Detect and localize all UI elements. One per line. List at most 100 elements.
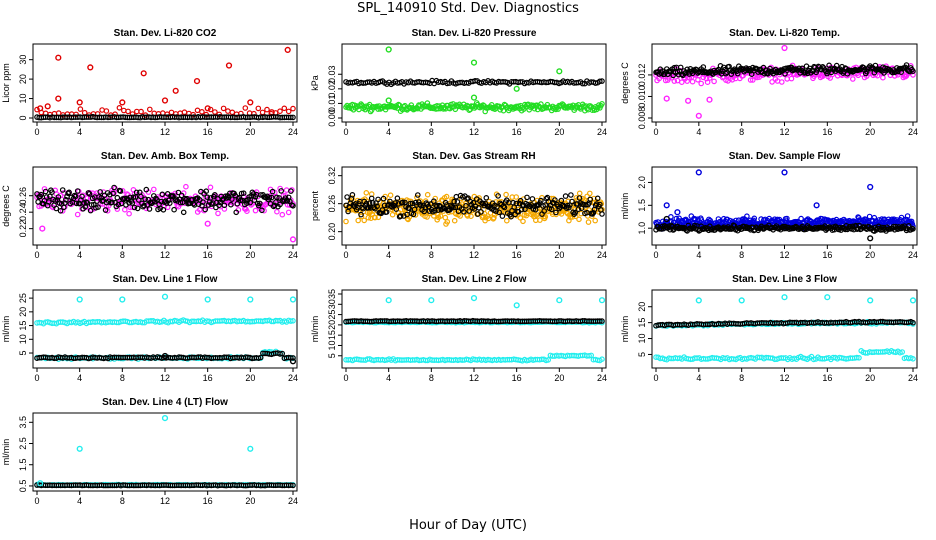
data-point <box>131 204 138 211</box>
x-tick-label: 24 <box>288 496 298 506</box>
data-point <box>251 197 258 203</box>
x-tick-label: 24 <box>908 373 918 383</box>
data-point <box>87 207 94 214</box>
data-point <box>385 97 392 104</box>
data-point <box>470 295 478 302</box>
data-point <box>450 204 456 211</box>
data-point <box>236 194 243 201</box>
data-point <box>460 209 467 215</box>
plot-frame <box>651 166 918 246</box>
panel-5: Stan. Dev. Sample Flow ml/min 0 4 8 12 16 20 24 1… <box>620 151 918 260</box>
data-point <box>437 213 444 219</box>
data-point <box>207 195 214 201</box>
data-point <box>463 203 469 209</box>
series-cyan <box>37 415 254 487</box>
series-cyan <box>653 347 916 363</box>
data-point <box>256 200 263 207</box>
data-point <box>74 188 81 194</box>
data-point <box>442 214 449 221</box>
data-point <box>242 105 249 111</box>
panel-title: Stan. Dev. Line 2 Flow <box>422 274 527 285</box>
x-tick-label: 8 <box>120 250 125 260</box>
data-point <box>205 202 212 208</box>
data-point <box>119 296 126 303</box>
data-point <box>784 215 790 222</box>
data-point <box>119 99 126 106</box>
data-point <box>116 105 123 111</box>
data-point <box>138 193 144 200</box>
data-point <box>537 217 543 223</box>
data-point <box>257 354 264 361</box>
x-axis-label: Hour of Day (UTC) <box>409 518 527 533</box>
data-point <box>170 193 176 199</box>
data-point <box>576 216 582 223</box>
data-point <box>520 218 526 225</box>
y-tick-label: 1.5 <box>637 199 647 212</box>
data-point <box>266 195 273 201</box>
panel-2: Stan. Dev. Li-820 Temp. degrees C 0 4 8 12 16 2… <box>620 28 918 137</box>
data-point <box>85 190 92 196</box>
y-tick-label: 35 <box>327 289 337 299</box>
x-tick-label: 16 <box>822 127 832 137</box>
data-point <box>849 76 856 82</box>
x-tick-label: 12 <box>160 496 170 506</box>
data-point <box>161 97 169 104</box>
data-point <box>160 207 167 213</box>
data-point <box>37 105 44 112</box>
data-point <box>208 201 215 207</box>
data-point <box>278 188 285 194</box>
data-point <box>43 194 50 200</box>
data-point <box>674 209 681 216</box>
data-point <box>383 209 390 215</box>
data-point <box>466 208 473 214</box>
data-point <box>193 77 201 85</box>
data-point <box>658 226 665 232</box>
data-point <box>411 206 418 213</box>
data-point <box>143 186 150 193</box>
data-point <box>556 297 563 304</box>
x-tick-label: 24 <box>597 373 607 383</box>
data-point <box>394 195 401 202</box>
data-point <box>675 217 682 224</box>
x-tick-label: 24 <box>288 373 298 383</box>
data-point <box>813 202 820 209</box>
data-point <box>599 318 605 324</box>
data-point <box>271 202 278 209</box>
panel-7: Stan. Dev. Line 2 Flow ml/min 0 4 8 12 16 20 24 5… <box>310 274 607 383</box>
panel-title: Stan. Dev. Amb. Box Temp. <box>101 151 229 162</box>
data-point <box>407 200 414 207</box>
data-point <box>406 205 413 212</box>
panel-1: Stan. Dev. Li-820 Pressure kPa 0 4 8 12 16 20 24… <box>310 28 607 137</box>
x-tick-label: 0 <box>34 127 39 137</box>
data-point <box>117 188 124 194</box>
data-point <box>867 235 874 242</box>
y-tick-label: 15 <box>637 318 647 328</box>
data-point <box>898 69 905 75</box>
panel-title: Stan. Dev. Line 4 (LT) Flow <box>102 397 228 408</box>
x-tick-label: 24 <box>597 250 607 260</box>
data-point <box>392 200 399 206</box>
data-point <box>513 85 520 92</box>
x-tick-label: 12 <box>779 127 789 137</box>
x-tick-label: 20 <box>245 250 255 260</box>
data-point <box>569 198 575 205</box>
data-point <box>172 87 179 94</box>
data-point <box>910 226 916 232</box>
data-point <box>372 214 378 221</box>
y-tick-label: 0.02 <box>327 80 337 98</box>
data-point <box>287 482 294 489</box>
data-point <box>55 54 62 61</box>
data-point <box>451 217 458 224</box>
data-point <box>76 99 83 106</box>
data-point <box>545 357 552 363</box>
data-point <box>910 72 916 78</box>
y-tick-label: 0.24 <box>18 203 28 221</box>
data-point <box>76 296 83 303</box>
data-point <box>538 101 544 107</box>
data-point <box>449 203 455 210</box>
data-point <box>414 194 420 201</box>
data-point <box>161 352 169 360</box>
data-point <box>175 189 182 196</box>
data-point <box>588 352 595 359</box>
